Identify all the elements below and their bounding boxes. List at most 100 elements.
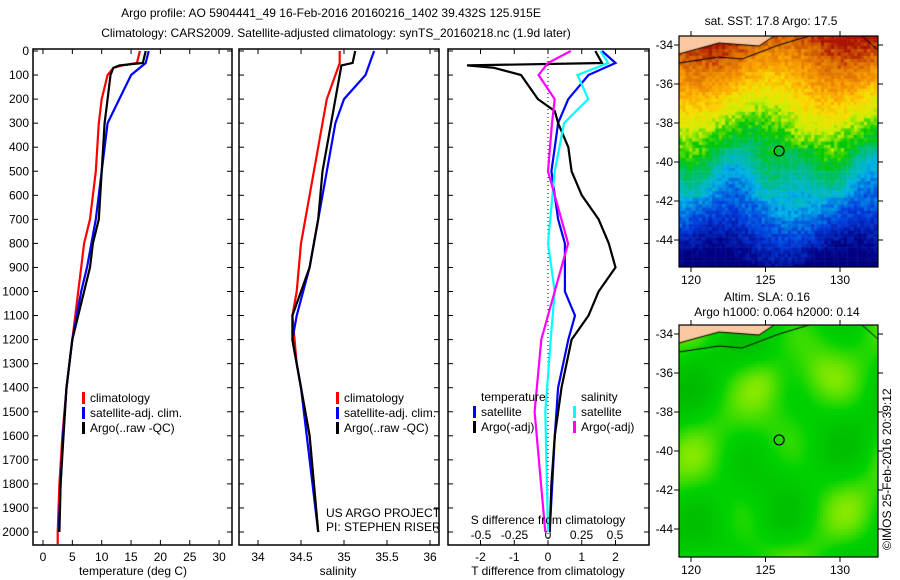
depth-tick-label: 2000 bbox=[2, 525, 29, 539]
t-diff-tick-label: 2 bbox=[612, 550, 619, 564]
depth-tick-label: 1900 bbox=[2, 501, 29, 515]
depth-tick-label: 300 bbox=[9, 116, 29, 130]
temperature-tick-label: 5 bbox=[69, 550, 76, 564]
argo-location-marker bbox=[773, 434, 785, 446]
temperature-tick-label: 15 bbox=[124, 550, 138, 564]
sla-map-lon-label: 120 bbox=[681, 563, 701, 577]
s-diff-tick-label: 0 bbox=[545, 528, 552, 542]
temperature-tick-label: 25 bbox=[183, 550, 197, 564]
sst-map-lat-label: -34 bbox=[656, 38, 674, 52]
series-climatology bbox=[291, 51, 341, 533]
sla-map-lat-label: -38 bbox=[656, 405, 674, 419]
sst-map-lat-label: -36 bbox=[656, 77, 674, 91]
legend-swatch bbox=[82, 422, 85, 434]
depth-tick-label: 1500 bbox=[2, 405, 29, 419]
depth-tick-label: 1100 bbox=[3, 309, 29, 323]
series-argo-adj- bbox=[466, 50, 617, 533]
legend-swatch bbox=[336, 392, 339, 404]
sla-map-lat-label: -34 bbox=[656, 327, 674, 341]
sst-map-image bbox=[679, 36, 878, 267]
sla-map-title: Altim. SLA: 0.16 bbox=[724, 290, 810, 304]
sst-map-title: sat. SST: 17.8 Argo: 17.5 bbox=[705, 14, 838, 28]
depth-tick-label: 800 bbox=[9, 236, 29, 250]
sla-map-subtitle: Argo h1000: 0.064 h2000: 0.14 bbox=[694, 305, 860, 319]
sla-map-lon-label: 130 bbox=[830, 563, 850, 577]
t-diff-xlabel: T difference from climatology bbox=[471, 564, 625, 578]
legend-swatch bbox=[573, 421, 576, 433]
sst-map-lon-label: 120 bbox=[681, 273, 701, 287]
pi-annotation: PI: STEPHEN RISER bbox=[326, 520, 441, 534]
series-argo-raw-qc- bbox=[291, 50, 357, 533]
sst-map-frame bbox=[678, 35, 879, 268]
t-diff-tick-label: 1 bbox=[578, 550, 585, 564]
legend-label: satellite-adj. clim. bbox=[344, 406, 436, 420]
temperature-tick-label: 30 bbox=[212, 550, 226, 564]
legend-label: satellite bbox=[581, 405, 622, 419]
argo-location-marker bbox=[773, 145, 785, 157]
salinity-tick-label: 34 bbox=[251, 550, 265, 564]
legend-swatch bbox=[473, 406, 476, 418]
imos-credit: ©IMOS 25-Feb-2016 20:39:12 bbox=[880, 388, 894, 550]
depth-tick-label: 700 bbox=[9, 212, 29, 226]
temperature-tick-label: 20 bbox=[154, 550, 168, 564]
depth-tick-label: 200 bbox=[9, 92, 29, 106]
temperature-tick-label: 10 bbox=[95, 550, 109, 564]
legend-swatch bbox=[573, 406, 576, 418]
sst-map-lon-label: 130 bbox=[830, 273, 850, 287]
depth-tick-label: 1400 bbox=[2, 381, 29, 395]
difference-panel: -2 -1 0 1 2 -0.5 -0.25 0 0.25 0.5 temperature salin… bbox=[447, 48, 650, 564]
sla-map-frame bbox=[678, 324, 879, 558]
s-diff-tick-label: -0.5 bbox=[471, 528, 492, 542]
depth-tick-label: 500 bbox=[9, 164, 29, 178]
sst-map-panel: 120 125 130 -34 -36 -38 -40 -42 -44 bbox=[656, 31, 883, 287]
project-annotation: US ARGO PROJECT bbox=[326, 506, 441, 520]
series-argo-raw-qc- bbox=[58, 50, 147, 533]
s-diff-tick-label: 0.5 bbox=[607, 528, 624, 542]
temperature-tick-label: 0 bbox=[40, 550, 47, 564]
depth-tick-label: 600 bbox=[9, 188, 29, 202]
salinity-panel: 34 34.5 35 35.5 36 climatologysatellite-adj. … bbox=[238, 48, 440, 564]
title-line-1: Argo profile: AO 5904441_49 16-Feb-2016 … bbox=[121, 6, 541, 20]
legend-label: Argo(-adj) bbox=[481, 420, 534, 434]
sst-map-lon-label: 125 bbox=[755, 273, 775, 287]
salinity-tick-label: 34.5 bbox=[289, 550, 313, 564]
sla-map-image bbox=[679, 325, 878, 557]
series-satellite-adj-clim- bbox=[291, 50, 376, 533]
temperature-panel: 0100200300400500600700800900100011001200… bbox=[2, 44, 233, 564]
salinity-tick-label: 35.5 bbox=[375, 550, 399, 564]
salinity-tick-label: 36 bbox=[423, 550, 437, 564]
temperature-frame bbox=[32, 48, 233, 546]
sla-map-lat-label: -42 bbox=[656, 483, 674, 497]
depth-tick-label: 1200 bbox=[2, 333, 29, 347]
legend-label: satellite-adj. clim. bbox=[90, 406, 182, 420]
t-diff-tick-label: -2 bbox=[475, 550, 486, 564]
legend-title-temperature: temperature bbox=[481, 390, 546, 404]
legend-label: Argo(-adj) bbox=[581, 420, 634, 434]
legend-label: satellite bbox=[481, 405, 522, 419]
t-diff-tick-label: 0 bbox=[545, 550, 552, 564]
series-satellite bbox=[544, 50, 610, 533]
title-line-2: Climatology: CARS2009. Satellite-adjuste… bbox=[101, 26, 571, 40]
depth-tick-label: 1600 bbox=[2, 429, 29, 443]
legend-title-salinity: salinity bbox=[581, 390, 618, 404]
depth-tick-label: 0 bbox=[22, 44, 29, 58]
s-diff-tick-label: 0.25 bbox=[570, 528, 594, 542]
sst-map-lat-label: -44 bbox=[656, 233, 674, 247]
sla-map-lat-label: -36 bbox=[656, 366, 674, 380]
legend-swatch bbox=[82, 392, 85, 404]
depth-tick-label: 900 bbox=[9, 260, 29, 274]
s-diff-xlabel: S difference from climatology bbox=[471, 513, 626, 527]
depth-tick-label: 1700 bbox=[2, 453, 29, 467]
legend-label: climatology bbox=[344, 391, 404, 405]
sst-map-lat-label: -40 bbox=[656, 155, 674, 169]
legend-label: Argo(..raw -QC) bbox=[90, 421, 175, 435]
depth-tick-label: 1000 bbox=[2, 285, 29, 299]
depth-tick-label: 400 bbox=[9, 140, 29, 154]
salinity-frame bbox=[238, 48, 440, 546]
depth-tick-label: 100 bbox=[9, 68, 29, 82]
legend-label: climatology bbox=[90, 391, 150, 405]
sla-map-lat-label: -44 bbox=[656, 522, 674, 536]
legend-swatch bbox=[473, 421, 476, 433]
depth-tick-label: 1800 bbox=[2, 477, 29, 491]
